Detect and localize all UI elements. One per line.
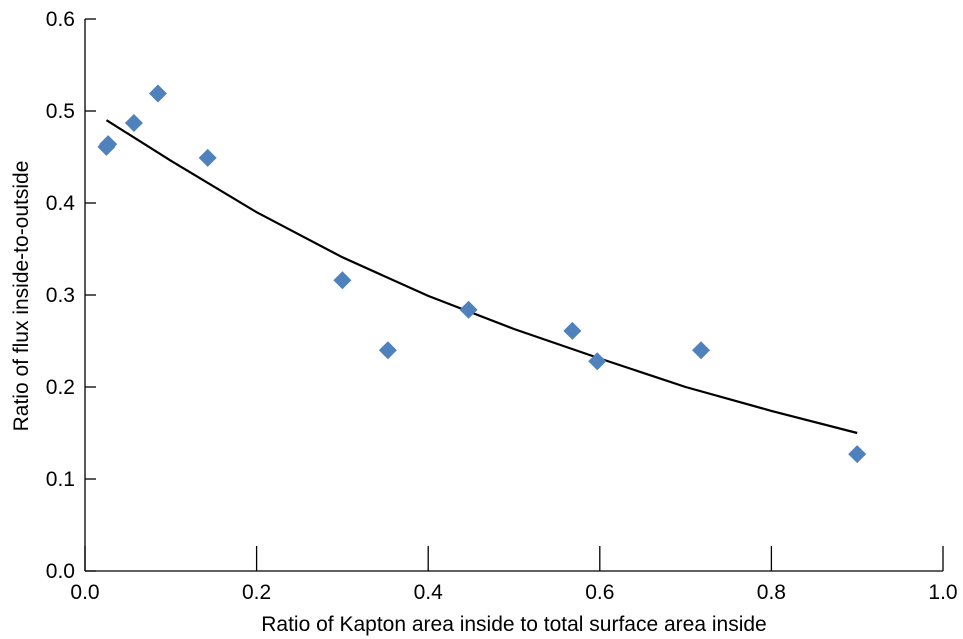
x-axis-label: Ratio of Kapton area inside to total sur… xyxy=(261,613,766,636)
x-tick-label: 0.6 xyxy=(585,581,614,604)
y-tick-label: 0.3 xyxy=(46,284,75,307)
y-tick-label: 0.2 xyxy=(46,376,75,399)
data-point xyxy=(848,445,867,464)
y-tick-label: 0.6 xyxy=(46,8,75,31)
fit-curve-group xyxy=(105,119,858,435)
data-points xyxy=(97,84,867,464)
x-tick-label: 0.0 xyxy=(70,581,99,604)
fit-curve xyxy=(105,119,858,435)
tick-labels: 0.0 0.1 0.2 0.3 0.4 0.5 0.6 0.0 0.2 0.4 0.6 0.8 1.0 xyxy=(46,8,958,604)
y-axis-label: Ratio of flux inside-to-outside xyxy=(10,161,33,432)
y-tick-label: 0.5 xyxy=(46,100,75,123)
data-point xyxy=(563,321,582,340)
y-tick-label: 0.4 xyxy=(46,192,76,215)
data-point xyxy=(333,271,352,290)
x-tick-label: 0.4 xyxy=(414,581,444,604)
data-point xyxy=(588,352,607,371)
axes xyxy=(84,18,944,572)
data-point xyxy=(148,84,167,103)
data-point xyxy=(378,341,397,360)
data-point xyxy=(198,148,217,167)
data-point xyxy=(124,113,143,132)
data-point xyxy=(99,135,118,154)
x-tick-label: 0.2 xyxy=(242,581,271,604)
y-tick-label: 0.0 xyxy=(46,560,75,583)
data-point xyxy=(692,341,711,360)
x-tick-label: 1.0 xyxy=(928,581,957,604)
y-tick-label: 0.1 xyxy=(46,468,75,491)
x-tick-label: 0.8 xyxy=(757,581,786,604)
data-point xyxy=(459,300,478,319)
